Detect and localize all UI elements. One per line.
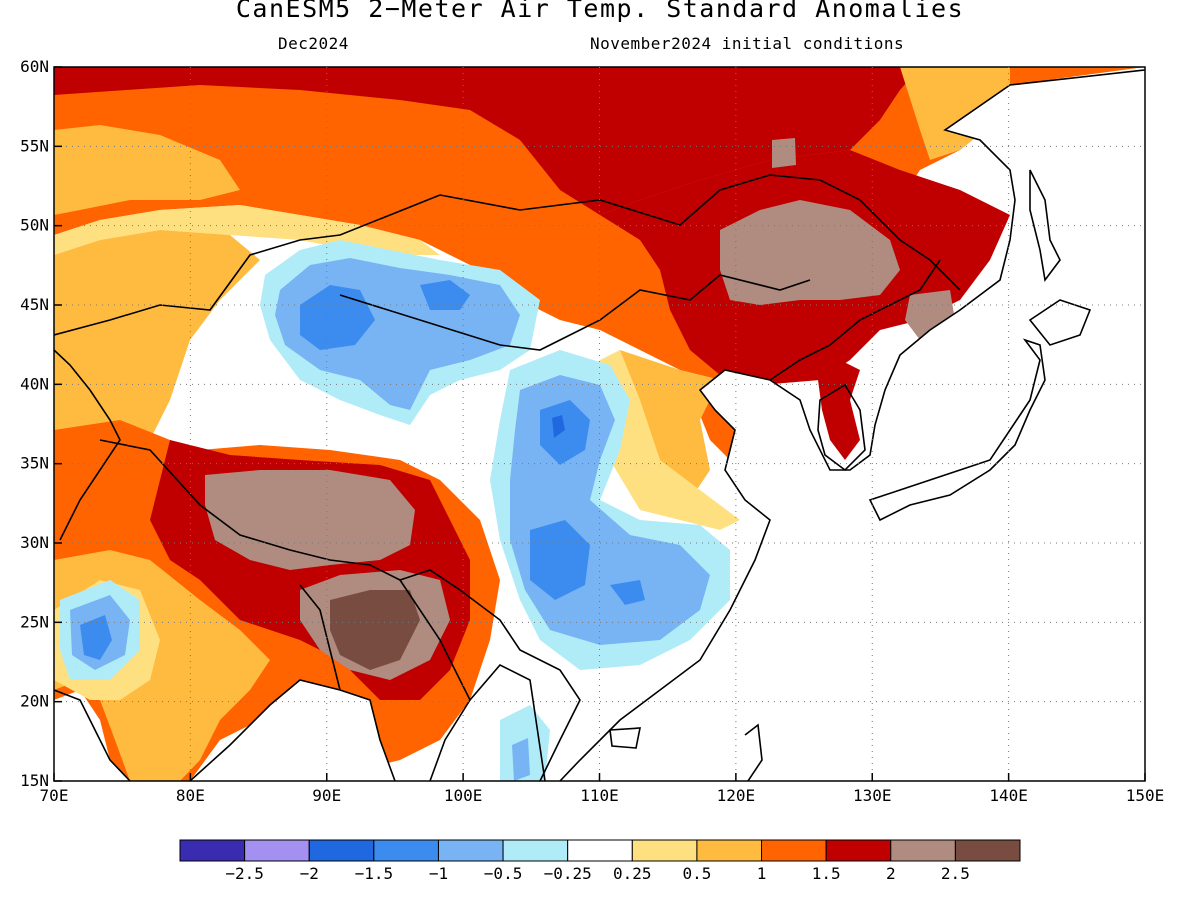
colorbar-label: 2.5 (941, 864, 970, 883)
ocean-mask (560, 67, 1145, 781)
colorbar-label: −0.5 (484, 864, 523, 883)
border-mongolia (439, 174, 961, 291)
mongolia-brown (720, 200, 900, 305)
lat-tick-label: 25N (20, 612, 49, 631)
myanmar-darkbrown (330, 590, 420, 670)
graticule (53, 66, 1146, 782)
lat-tick-label: 40N (20, 374, 49, 393)
lon-tick-label: 110E (580, 786, 619, 805)
china-core-1 (540, 400, 590, 465)
border-west (54, 349, 121, 541)
colorbar-swatch (696, 839, 763, 862)
forecast-month: Dec2024 (278, 34, 349, 53)
coastline-south-asia (54, 664, 546, 781)
lon-tick-label: 90E (312, 786, 341, 805)
map-title: CanESM5 2−Meter Air Temp. Standard Anoma… (235, 0, 965, 23)
colorbar-label: −1.5 (355, 864, 394, 883)
colorbar-label: −2.5 (225, 864, 264, 883)
vietnam-midblue (512, 738, 530, 781)
bay-of-bengal-mask (190, 680, 395, 781)
colorbar-label: −1 (429, 864, 448, 883)
colorbar (179, 839, 1021, 862)
colorbar-swatch (631, 839, 698, 862)
tibet-brown (205, 470, 415, 570)
taiwan-outline (744, 723, 763, 781)
lon-tick-label: 70E (40, 786, 69, 805)
lat-tick-label: 30N (20, 533, 49, 552)
warm-band-darkred (54, 67, 920, 215)
initial-conditions-label: November2024 initial conditions (590, 34, 905, 53)
colorbar-swatch (567, 839, 633, 862)
india-cold-core (80, 615, 112, 660)
coastline-east-asia (559, 69, 1145, 781)
lat-tick-label: 15N (20, 771, 49, 790)
colorbar-label: −2 (300, 864, 319, 883)
china-core-2 (530, 520, 590, 600)
hokkaido-outline (1028, 299, 1092, 346)
land-outlines (54, 69, 1145, 781)
sakhalin-outline (1029, 169, 1061, 282)
colorbar-label: 0.5 (682, 864, 711, 883)
xinjiang-core-2 (420, 280, 470, 310)
colorbar-swatch (502, 839, 569, 862)
colorbar-swatch (954, 839, 1021, 862)
lat-tick-label: 20N (20, 692, 49, 711)
colorbar-swatch (373, 839, 439, 862)
latitude-labels: 15N 20N 25N 30N 35N 40N 45N 50N 55N 60N (20, 57, 49, 790)
lon-tick-label: 100E (444, 786, 483, 805)
northeast-lightorange (900, 67, 1010, 160)
border-kazakh (54, 194, 441, 336)
border-india-east (299, 579, 471, 701)
japan-outline (868, 338, 1046, 522)
lon-tick-label: 140E (989, 786, 1028, 805)
anomaly-field (54, 67, 1145, 781)
colorbar-swatch (437, 839, 504, 862)
colorbar-swatch (825, 839, 892, 862)
colorbar-label: 2 (886, 864, 896, 883)
siberia-brown (772, 138, 796, 168)
lon-tick-label: 120E (717, 786, 756, 805)
lon-tick-label: 80E (176, 786, 205, 805)
colorbar-label: 1 (757, 864, 767, 883)
colorbar-labels: −2.5 −2 −1.5 −1 −0.5 −0.25 0.25 0.5 1 1.5 2 2.5 (225, 864, 969, 883)
lon-tick-label: 130E (853, 786, 892, 805)
lat-tick-label: 35N (20, 454, 49, 473)
border-indochina (459, 589, 581, 781)
lat-tick-label: 45N (20, 295, 49, 314)
lat-tick-label: 55N (20, 136, 49, 155)
colorbar-swatch (308, 839, 375, 862)
border-china-korea (769, 259, 941, 381)
border-mongolia-south (339, 274, 811, 351)
korea-outline (817, 383, 866, 472)
longitude-labels: 70E 80E 90E 100E 110E 120E 130E 140E 150E (40, 786, 1165, 805)
colorbar-swatch (890, 839, 956, 862)
colorbar-label: −0.25 (544, 864, 592, 883)
sea-brown (905, 290, 955, 340)
border-himalaya (99, 439, 461, 591)
lon-tick-label: 150E (1126, 786, 1165, 805)
colorbar-label: 1.5 (812, 864, 841, 883)
colorbar-swatch (761, 839, 827, 862)
lat-tick-label: 50N (20, 216, 49, 235)
light-orange-northwest (54, 125, 240, 215)
colorbar-swatch (244, 839, 310, 862)
east-yellow (600, 350, 740, 530)
hainan-outline (609, 727, 641, 749)
korea-darkred (818, 360, 860, 460)
china-tiny-core (552, 415, 565, 438)
lat-tick-label: 60N (20, 57, 49, 76)
xinjiang-core-1 (300, 285, 375, 350)
colorbar-label: 0.25 (613, 864, 652, 883)
colorbar-swatch (179, 839, 246, 862)
china-core-3 (610, 580, 645, 605)
